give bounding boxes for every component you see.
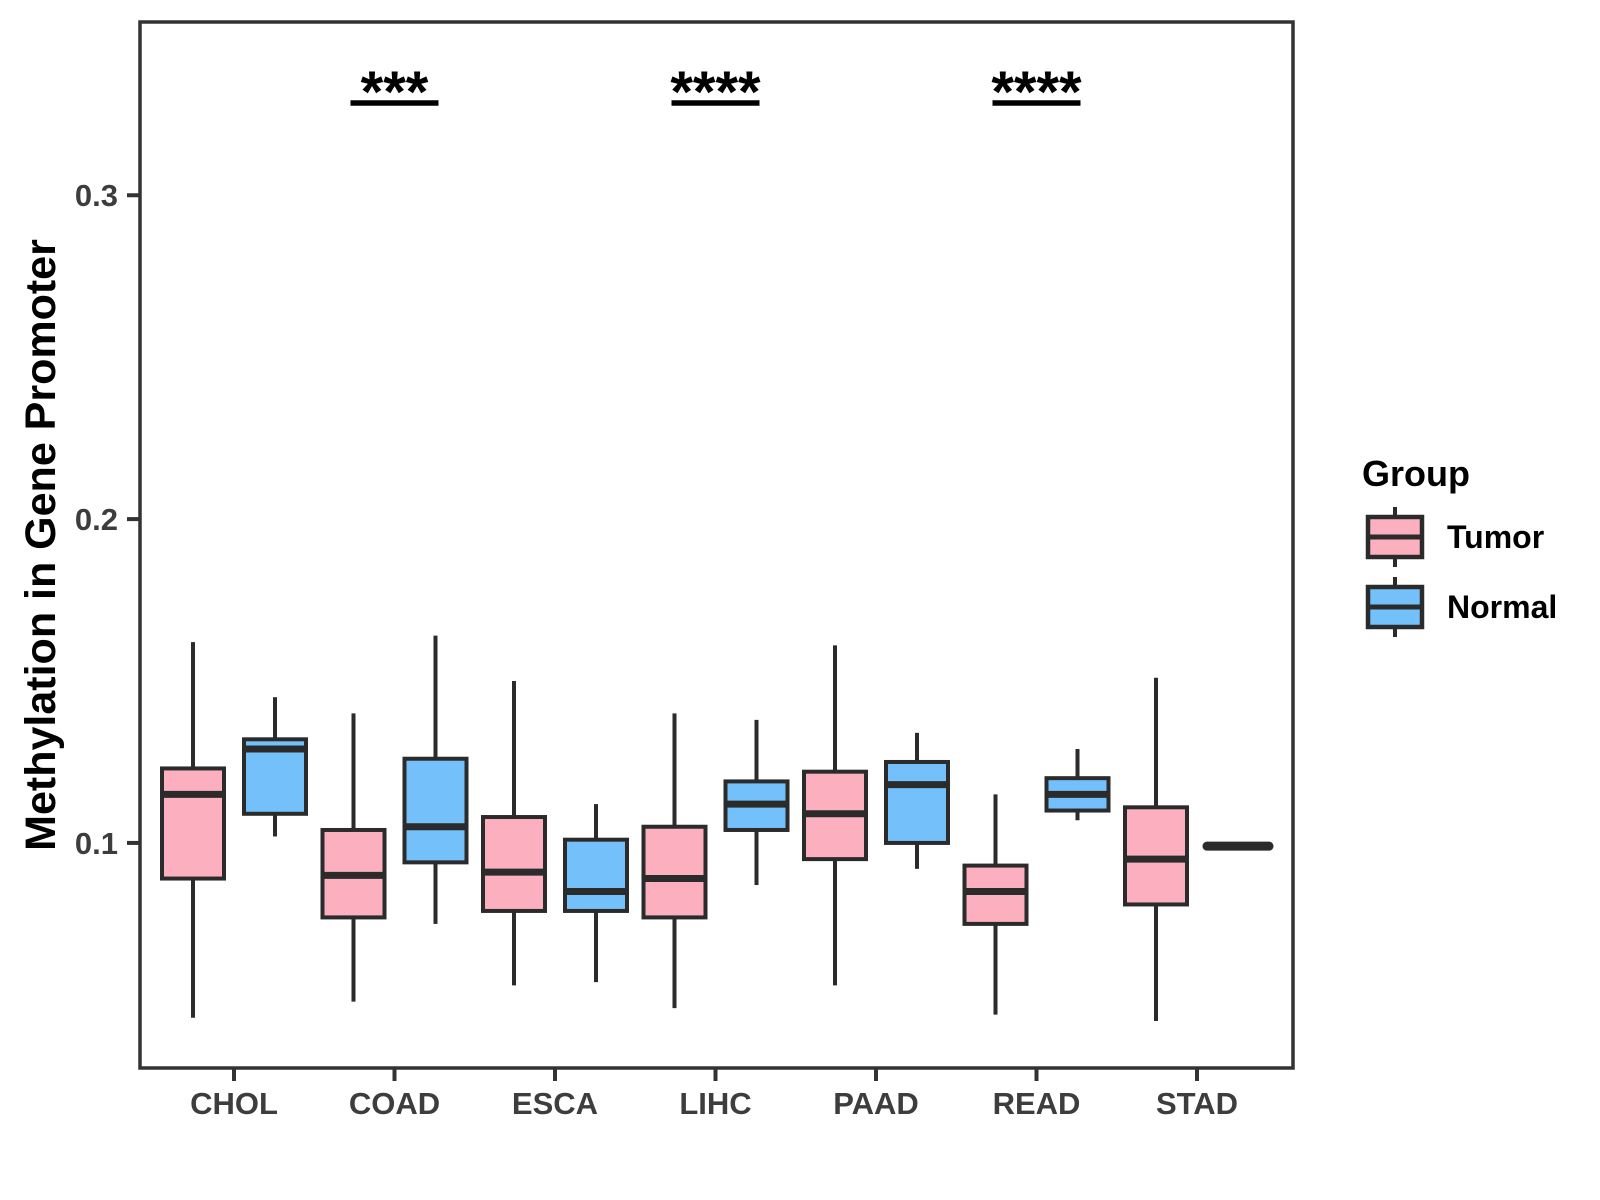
box-lihc-normal (723, 719, 790, 886)
box-read-tumor (962, 794, 1029, 1015)
y-axis: 0.1 0.2 0.3 (75, 178, 140, 861)
y-tick-label: 0.1 (75, 826, 118, 861)
iqr-box (884, 759, 950, 845)
iqr-box (641, 824, 708, 920)
legend-label-tumor: Tumor (1447, 519, 1544, 555)
y-axis-title: Methylation in Gene Promoter (17, 239, 65, 851)
significance-coad: *** (350, 60, 439, 125)
box-chol-normal (242, 697, 308, 837)
box-esca-tumor (481, 681, 547, 986)
x-axis: CHOL COAD ESCA LIHC PAAD READ STAD (190, 1068, 1238, 1121)
significance-stars: **** (670, 60, 761, 125)
box-read-normal (1044, 749, 1111, 821)
box-lihc-tumor (641, 713, 708, 1009)
legend-title: Group (1362, 453, 1470, 494)
y-tick-label: 0.2 (75, 502, 118, 537)
x-tick-label-lihc: LIHC (679, 1086, 751, 1121)
x-tick-label-esca: ESCA (512, 1086, 598, 1121)
y-tick-label: 0.3 (75, 178, 118, 213)
box-coad-tumor (320, 713, 387, 1002)
x-tick-label-read: READ (993, 1086, 1081, 1121)
significance-stars: *** (361, 60, 429, 125)
box-chol-tumor (160, 642, 226, 1018)
box-esca-normal (563, 804, 629, 983)
box-paad-tumor (802, 645, 868, 986)
iqr-box (481, 815, 547, 913)
y-axis-title-text: Methylation in Gene Promoter (17, 239, 65, 851)
box-stad-tumor (1123, 677, 1189, 1022)
iqr-box (402, 756, 469, 865)
box-paad-normal (884, 732, 950, 869)
legend-label-normal: Normal (1447, 589, 1557, 625)
x-tick-label-chol: CHOL (190, 1086, 278, 1121)
significance-stars: **** (991, 60, 1082, 125)
x-tick-label-stad: STAD (1156, 1086, 1238, 1121)
box-coad-normal (402, 635, 469, 924)
legend-entry-normal: Normal (1365, 577, 1557, 637)
x-tick-label-coad: COAD (349, 1086, 440, 1121)
significance-lihc: **** (670, 60, 761, 125)
significance-read: **** (991, 60, 1082, 125)
x-tick-label-paad: PAAD (833, 1086, 919, 1121)
legend-entry-tumor: Tumor (1365, 507, 1544, 567)
iqr-box (160, 766, 226, 881)
iqr-box (563, 837, 629, 913)
legend: Group Tumor Normal (1362, 453, 1557, 637)
